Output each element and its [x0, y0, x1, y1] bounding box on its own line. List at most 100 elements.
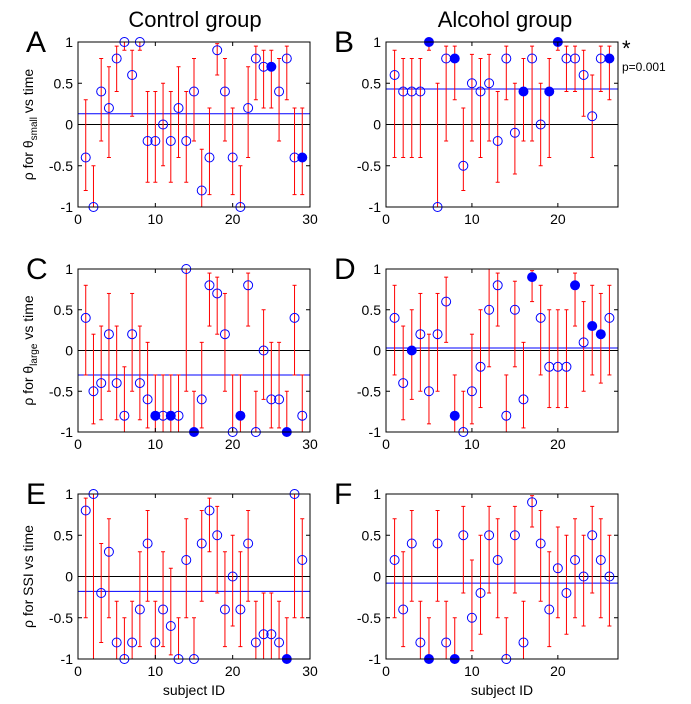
data-point-significant	[518, 86, 529, 97]
data-point-significant	[297, 152, 308, 163]
data-point	[595, 555, 606, 565]
data-point	[570, 555, 581, 565]
data-point	[142, 538, 153, 549]
y-tick-label: -1	[369, 424, 382, 440]
data-point-significant	[587, 321, 598, 332]
x-tick-label: 10	[148, 211, 164, 227]
data-point	[281, 53, 292, 64]
panel-a: A-1-0.500.510 10 20 30ρ for θsmall vs time	[20, 26, 318, 227]
data-point	[432, 329, 443, 340]
data-point	[243, 538, 254, 549]
x-tick-label: 20	[550, 436, 566, 452]
y-tick-label: -1	[61, 651, 74, 667]
data-point-significant	[595, 329, 606, 340]
y-tick-label: 0	[65, 117, 73, 133]
data-point-significant	[406, 345, 417, 356]
data-point	[134, 604, 145, 615]
data-point	[196, 394, 207, 405]
data-point	[111, 53, 122, 64]
data-point-significant	[570, 280, 581, 291]
data-point	[570, 53, 581, 64]
data-point	[552, 563, 563, 574]
data-point-significant	[449, 410, 460, 421]
data-point	[398, 378, 409, 389]
x-tick-label: 10	[464, 211, 480, 227]
x-axis-label: subject ID	[471, 682, 533, 698]
data-point	[492, 280, 503, 291]
data-point	[235, 604, 246, 615]
data-point	[415, 329, 426, 340]
alcohol-group-title: Alcohol group	[438, 7, 573, 32]
y-tick-label: 0.5	[54, 302, 74, 318]
panels: A-1-0.500.510 10 20 30ρ for θsmall vs timeB…	[20, 26, 666, 698]
data-point	[258, 629, 269, 640]
y-tick-label: 0.5	[362, 302, 382, 318]
data-point	[204, 505, 215, 516]
data-point	[103, 546, 114, 557]
data-point	[196, 538, 207, 549]
panel-e: E-1-0.500.510 10 20 30ρ for SSI vs timesubj…	[20, 478, 318, 698]
data-point	[492, 555, 503, 565]
data-point	[219, 329, 230, 340]
x-tick-label: 20	[550, 211, 566, 227]
data-point	[578, 571, 589, 582]
data-point	[158, 604, 169, 615]
y-tick-label: -0.5	[49, 610, 73, 626]
data-point	[227, 152, 238, 163]
data-point	[243, 103, 254, 113]
x-tick-label: 0	[74, 663, 82, 679]
data-point	[204, 280, 215, 291]
data-point	[509, 127, 520, 138]
data-point	[196, 185, 207, 196]
data-point	[181, 136, 192, 146]
y-tick-label: 0.5	[54, 527, 74, 543]
y-tick-label: 1	[373, 486, 381, 502]
data-point	[578, 337, 589, 348]
data-point	[484, 78, 495, 89]
x-tick-label: 20	[550, 663, 566, 679]
data-point	[458, 530, 469, 541]
x-tick-label: 0	[74, 436, 82, 452]
x-tick-label: 0	[382, 663, 390, 679]
data-point	[289, 312, 300, 323]
data-point	[266, 629, 277, 640]
y-tick-label: 1	[65, 34, 73, 50]
data-point	[484, 304, 495, 315]
data-point	[227, 571, 238, 582]
data-point	[103, 103, 114, 113]
x-tick-label: 10	[148, 436, 164, 452]
panel-c: C-1-0.500.510 10 20 30ρ for θlarge vs time	[20, 253, 318, 452]
data-point	[509, 530, 520, 541]
y-tick-label: 0.5	[362, 75, 382, 91]
data-point	[219, 86, 230, 97]
data-point	[96, 378, 107, 389]
x-tick-label: 0	[382, 211, 390, 227]
panel-d: D-1-0.500.510 10 20	[334, 253, 619, 452]
data-point	[127, 329, 138, 340]
data-point	[578, 70, 589, 80]
data-point	[266, 394, 277, 405]
data-point	[475, 588, 486, 598]
data-point	[604, 312, 615, 323]
data-point	[111, 378, 122, 389]
data-point	[535, 312, 546, 323]
y-tick-label: -0.5	[357, 158, 381, 174]
y-tick-label: -0.5	[49, 158, 73, 174]
data-point	[173, 103, 184, 113]
x-tick-label: 0	[74, 211, 82, 227]
data-point	[518, 394, 529, 405]
data-point-significant	[150, 410, 161, 421]
y-tick-label: 1	[65, 261, 73, 277]
data-point	[212, 288, 223, 299]
y-tick-label: 0	[65, 569, 73, 585]
data-point-significant	[449, 53, 460, 64]
data-point	[258, 345, 269, 356]
data-point	[212, 530, 223, 541]
y-tick-label: 0.5	[54, 75, 74, 91]
data-point	[127, 70, 138, 80]
y-tick-label: 0	[373, 117, 381, 133]
data-point	[509, 304, 520, 315]
panel-letter: E	[26, 478, 46, 511]
